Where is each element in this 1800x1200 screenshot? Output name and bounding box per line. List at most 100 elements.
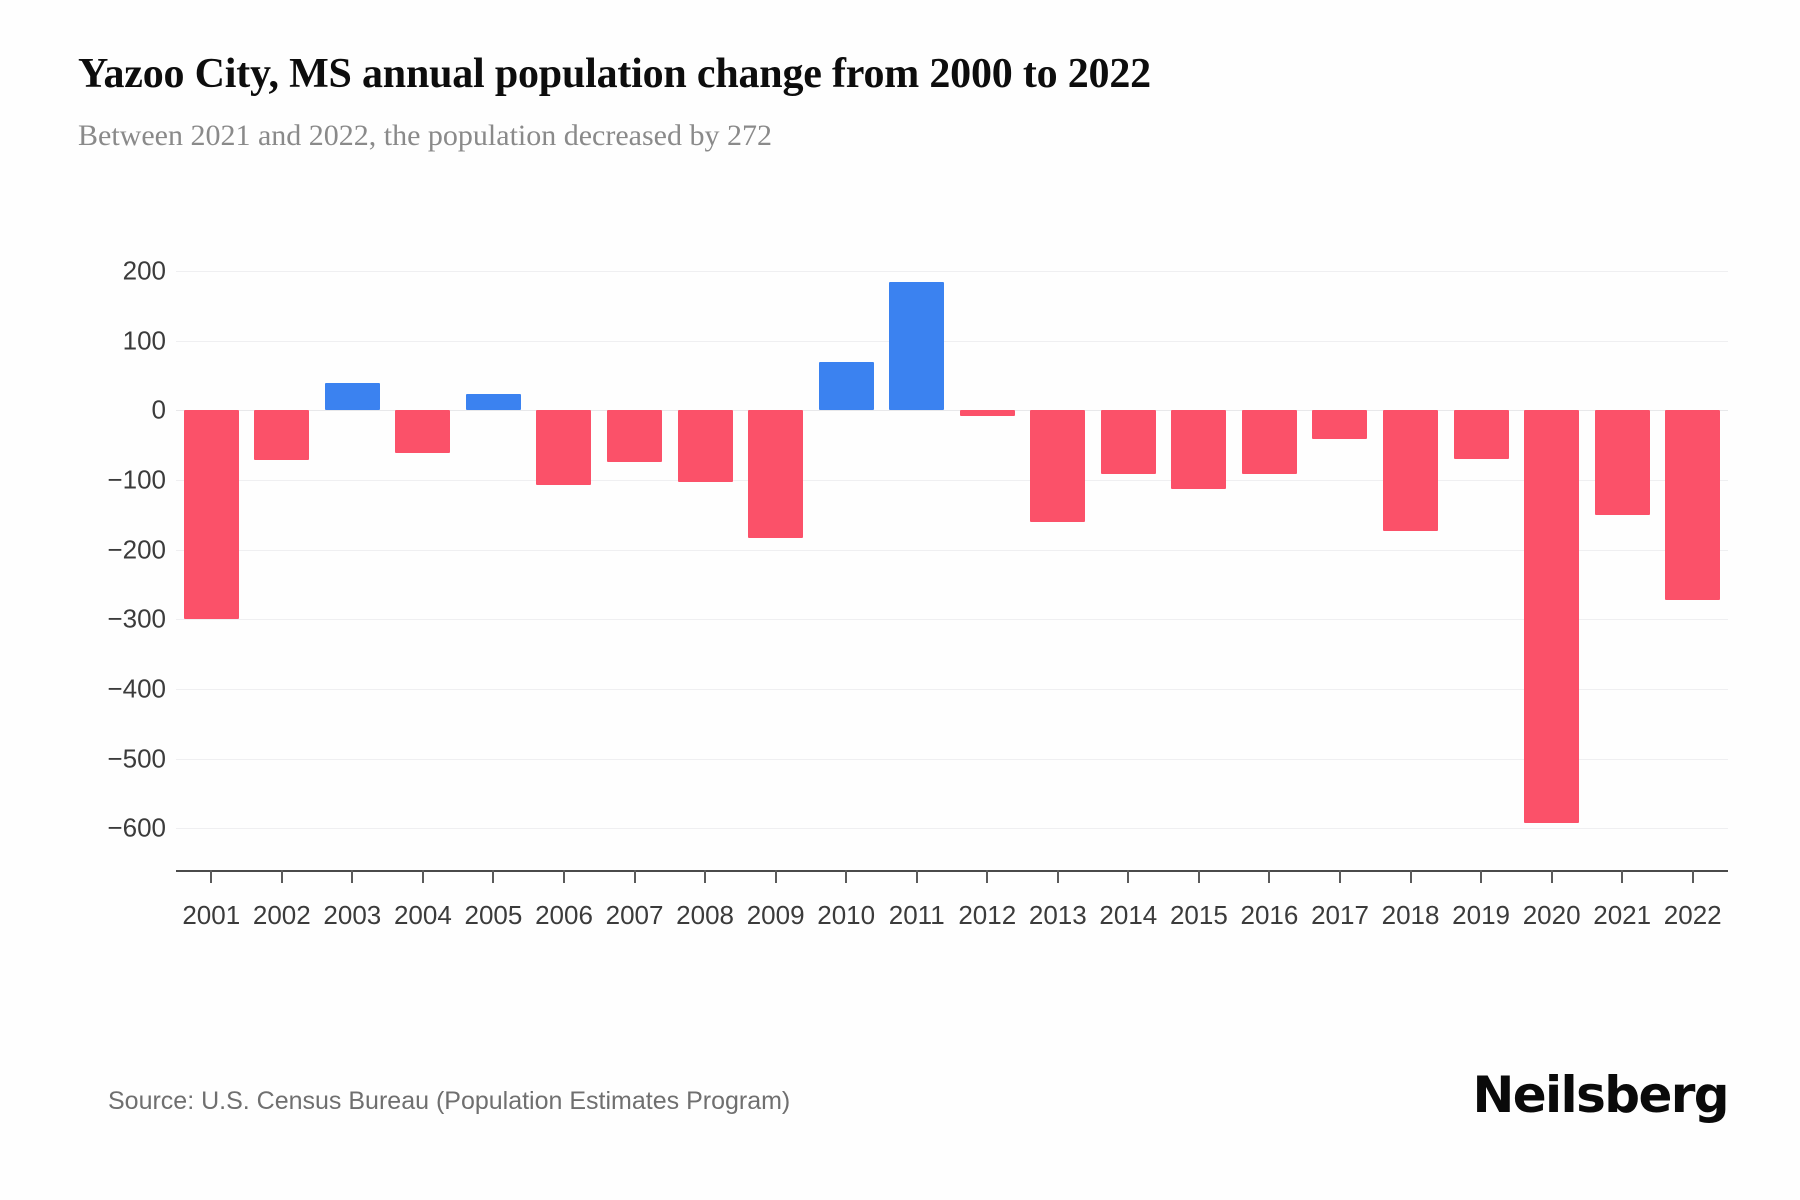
x-tick-mark bbox=[280, 870, 283, 883]
bar-slot[interactable] bbox=[881, 250, 952, 870]
bar-2001[interactable] bbox=[183, 410, 239, 619]
bar-2007[interactable] bbox=[607, 410, 663, 462]
y-axis-tick-label: 100 bbox=[122, 325, 166, 356]
bar-slot[interactable] bbox=[529, 250, 600, 870]
x-axis-tick-label: 2010 bbox=[817, 900, 876, 930]
bar-2018[interactable] bbox=[1383, 410, 1439, 531]
x-axis-line bbox=[176, 870, 1728, 872]
bar-slot[interactable] bbox=[1093, 250, 1164, 870]
x-tick-mark bbox=[562, 870, 565, 883]
bar-2003[interactable] bbox=[324, 383, 380, 411]
x-axis-tick-label: 2014 bbox=[1099, 900, 1158, 930]
bar-2020[interactable] bbox=[1524, 410, 1580, 823]
bar-slot[interactable] bbox=[1657, 250, 1728, 870]
x-axis-tick: 2015 bbox=[1164, 870, 1235, 960]
x-axis-tick: 2009 bbox=[740, 870, 811, 960]
x-tick-mark bbox=[1621, 870, 1624, 883]
bar-slot[interactable] bbox=[599, 250, 670, 870]
x-tick-mark bbox=[845, 870, 848, 883]
bar-slot[interactable] bbox=[388, 250, 459, 870]
x-axis-tick: 2004 bbox=[388, 870, 459, 960]
x-tick-mark bbox=[986, 870, 989, 883]
bar-2006[interactable] bbox=[536, 410, 592, 486]
bar-2017[interactable] bbox=[1312, 410, 1368, 439]
x-axis: 2001 2002 2003 2004 2005 2006 2007 2008 2009 2010… bbox=[176, 870, 1728, 960]
bar-slot[interactable] bbox=[458, 250, 529, 870]
brand-logo: Neilsberg bbox=[1472, 1066, 1729, 1124]
x-tick-mark bbox=[1268, 870, 1271, 883]
bar-slot[interactable] bbox=[740, 250, 811, 870]
x-axis-tick: 2018 bbox=[1375, 870, 1446, 960]
x-axis-tick-label: 2002 bbox=[252, 900, 311, 930]
bar-2021[interactable] bbox=[1594, 410, 1650, 516]
x-axis-tick: 2003 bbox=[317, 870, 388, 960]
bar-2016[interactable] bbox=[1241, 410, 1297, 475]
x-axis-tick-label: 2016 bbox=[1240, 900, 1299, 930]
x-axis-tick-label: 2020 bbox=[1522, 900, 1581, 930]
chart-plot-area: 200 100 0 −100 −200 −300 −400 −500 −600 2001 2002… bbox=[78, 250, 1728, 930]
bar-2008[interactable] bbox=[677, 410, 733, 482]
bar-slot[interactable] bbox=[952, 250, 1023, 870]
bar-slot[interactable] bbox=[1587, 250, 1658, 870]
bar-2005[interactable] bbox=[465, 393, 521, 411]
x-axis-tick: 2001 bbox=[176, 870, 247, 960]
chart-header: Yazoo City, MS annual population change … bbox=[78, 48, 1718, 156]
bar-2019[interactable] bbox=[1453, 410, 1509, 459]
bar-2009[interactable] bbox=[748, 410, 804, 538]
x-axis-tick-label: 2007 bbox=[605, 900, 664, 930]
gridline bbox=[176, 828, 1728, 830]
x-tick-mark bbox=[1056, 870, 1059, 883]
gridline bbox=[176, 479, 1728, 481]
bar-slot[interactable] bbox=[1023, 250, 1094, 870]
bar-slot[interactable] bbox=[811, 250, 882, 870]
y-axis: 200 100 0 −100 −200 −300 −400 −500 −600 bbox=[78, 250, 176, 870]
bar-slot[interactable] bbox=[247, 250, 318, 870]
bar-2012[interactable] bbox=[959, 410, 1015, 416]
bar-slot[interactable] bbox=[1375, 250, 1446, 870]
x-axis-tick-label: 2013 bbox=[1028, 900, 1087, 930]
x-axis-tick: 2008 bbox=[670, 870, 741, 960]
x-tick-mark bbox=[704, 870, 707, 883]
bar-2011[interactable] bbox=[889, 282, 945, 411]
bar-slot[interactable] bbox=[317, 250, 388, 870]
x-tick-mark bbox=[210, 870, 213, 883]
x-axis-tick: 2014 bbox=[1093, 870, 1164, 960]
bar-slot[interactable] bbox=[1516, 250, 1587, 870]
bar-2022[interactable] bbox=[1665, 410, 1721, 600]
x-axis-tick-label: 2015 bbox=[1169, 900, 1228, 930]
x-axis-tick: 2020 bbox=[1516, 870, 1587, 960]
bar-slot[interactable] bbox=[176, 250, 247, 870]
x-tick-mark bbox=[492, 870, 495, 883]
gridline bbox=[176, 270, 1728, 272]
x-tick-mark bbox=[633, 870, 636, 883]
bar-2010[interactable] bbox=[818, 362, 874, 411]
y-axis-tick-label: 200 bbox=[122, 255, 166, 286]
x-tick-mark bbox=[1691, 870, 1694, 883]
gridline bbox=[176, 758, 1728, 760]
gridline bbox=[176, 688, 1728, 690]
bar-series bbox=[176, 250, 1728, 870]
bar-slot[interactable] bbox=[1446, 250, 1517, 870]
y-axis-tick-label: −200 bbox=[107, 534, 166, 565]
x-axis-tick: 2021 bbox=[1587, 870, 1658, 960]
bar-slot[interactable] bbox=[1234, 250, 1305, 870]
bar-slot[interactable] bbox=[1305, 250, 1376, 870]
bar-2004[interactable] bbox=[395, 410, 451, 453]
x-axis-tick-label: 2005 bbox=[464, 900, 523, 930]
x-axis-tick-label: 2012 bbox=[958, 900, 1017, 930]
x-axis-tick-label: 2006 bbox=[535, 900, 593, 930]
y-axis-tick-label: −500 bbox=[107, 743, 166, 774]
x-tick-mark bbox=[1550, 870, 1553, 883]
bar-2015[interactable] bbox=[1171, 410, 1227, 489]
bar-slot[interactable] bbox=[1164, 250, 1235, 870]
x-axis-tick: 2013 bbox=[1023, 870, 1094, 960]
x-tick-mark bbox=[1197, 870, 1200, 883]
x-tick-mark bbox=[421, 870, 424, 883]
bar-2013[interactable] bbox=[1030, 410, 1086, 523]
gridline bbox=[176, 549, 1728, 551]
bar-2002[interactable] bbox=[254, 410, 310, 461]
x-axis-tick: 2016 bbox=[1234, 870, 1305, 960]
bar-slot[interactable] bbox=[670, 250, 741, 870]
x-axis-tick-label: 2018 bbox=[1381, 900, 1440, 930]
bar-2014[interactable] bbox=[1100, 410, 1156, 475]
